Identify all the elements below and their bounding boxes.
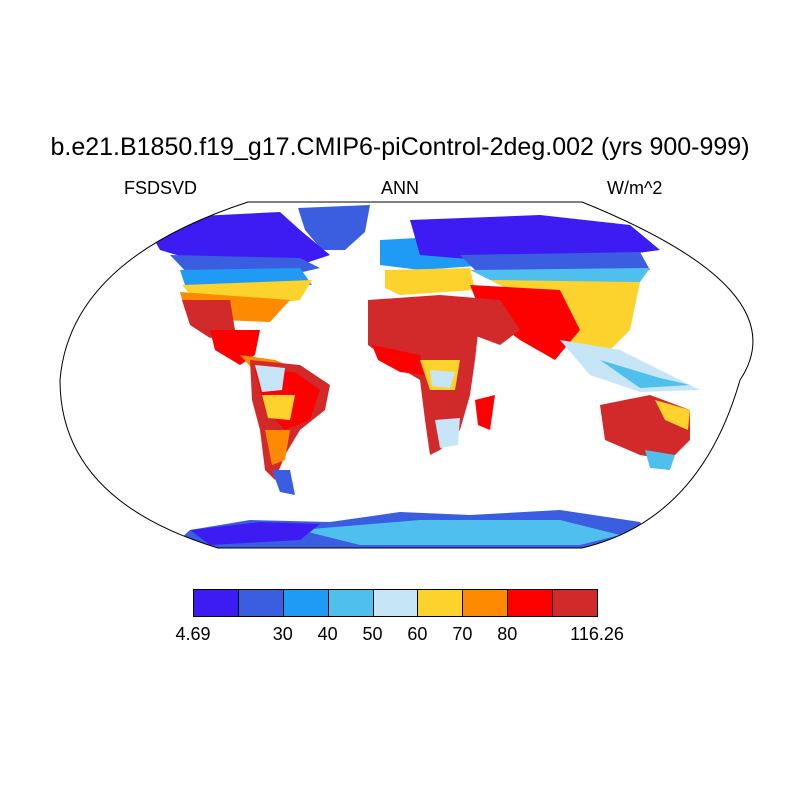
australia (600, 395, 690, 460)
north-america (150, 212, 330, 265)
colorbar-box (507, 589, 554, 617)
colorbar-box (282, 589, 329, 617)
colorbar-box (237, 589, 284, 617)
colorbar-tick-label: 60 (407, 624, 428, 644)
colorbar-box (552, 589, 598, 617)
colorbar-box (462, 589, 509, 617)
colorbar-box (372, 589, 419, 617)
map-outline (59, 201, 754, 549)
season-label: ANN (380, 178, 419, 198)
colorbar (193, 589, 598, 617)
colorbar-box (417, 589, 464, 617)
variable-label: FSDSVD (124, 178, 198, 198)
colorbar-box (327, 589, 374, 617)
plot-title: b.e21.B1850.f19_g17.CMIP6-piControl-2deg… (50, 133, 750, 161)
colorbar-tick-label: 116.26 (570, 624, 624, 644)
greenland (298, 205, 370, 250)
map-fields (150, 205, 700, 548)
units-label: W/m^2 (607, 178, 663, 198)
colorbar-tick-label: 40 (317, 624, 338, 644)
colorbar-tick-label: 80 (497, 624, 518, 644)
colorbar-tick-label: 50 (362, 624, 383, 644)
colorbar-tick-label: 4.69 (175, 624, 211, 644)
colorbar-tick-label: 70 (452, 624, 473, 644)
africa (368, 295, 480, 455)
asia (410, 215, 660, 260)
colorbar-tick-label: 30 (272, 624, 293, 644)
colorbar-box (193, 589, 239, 617)
